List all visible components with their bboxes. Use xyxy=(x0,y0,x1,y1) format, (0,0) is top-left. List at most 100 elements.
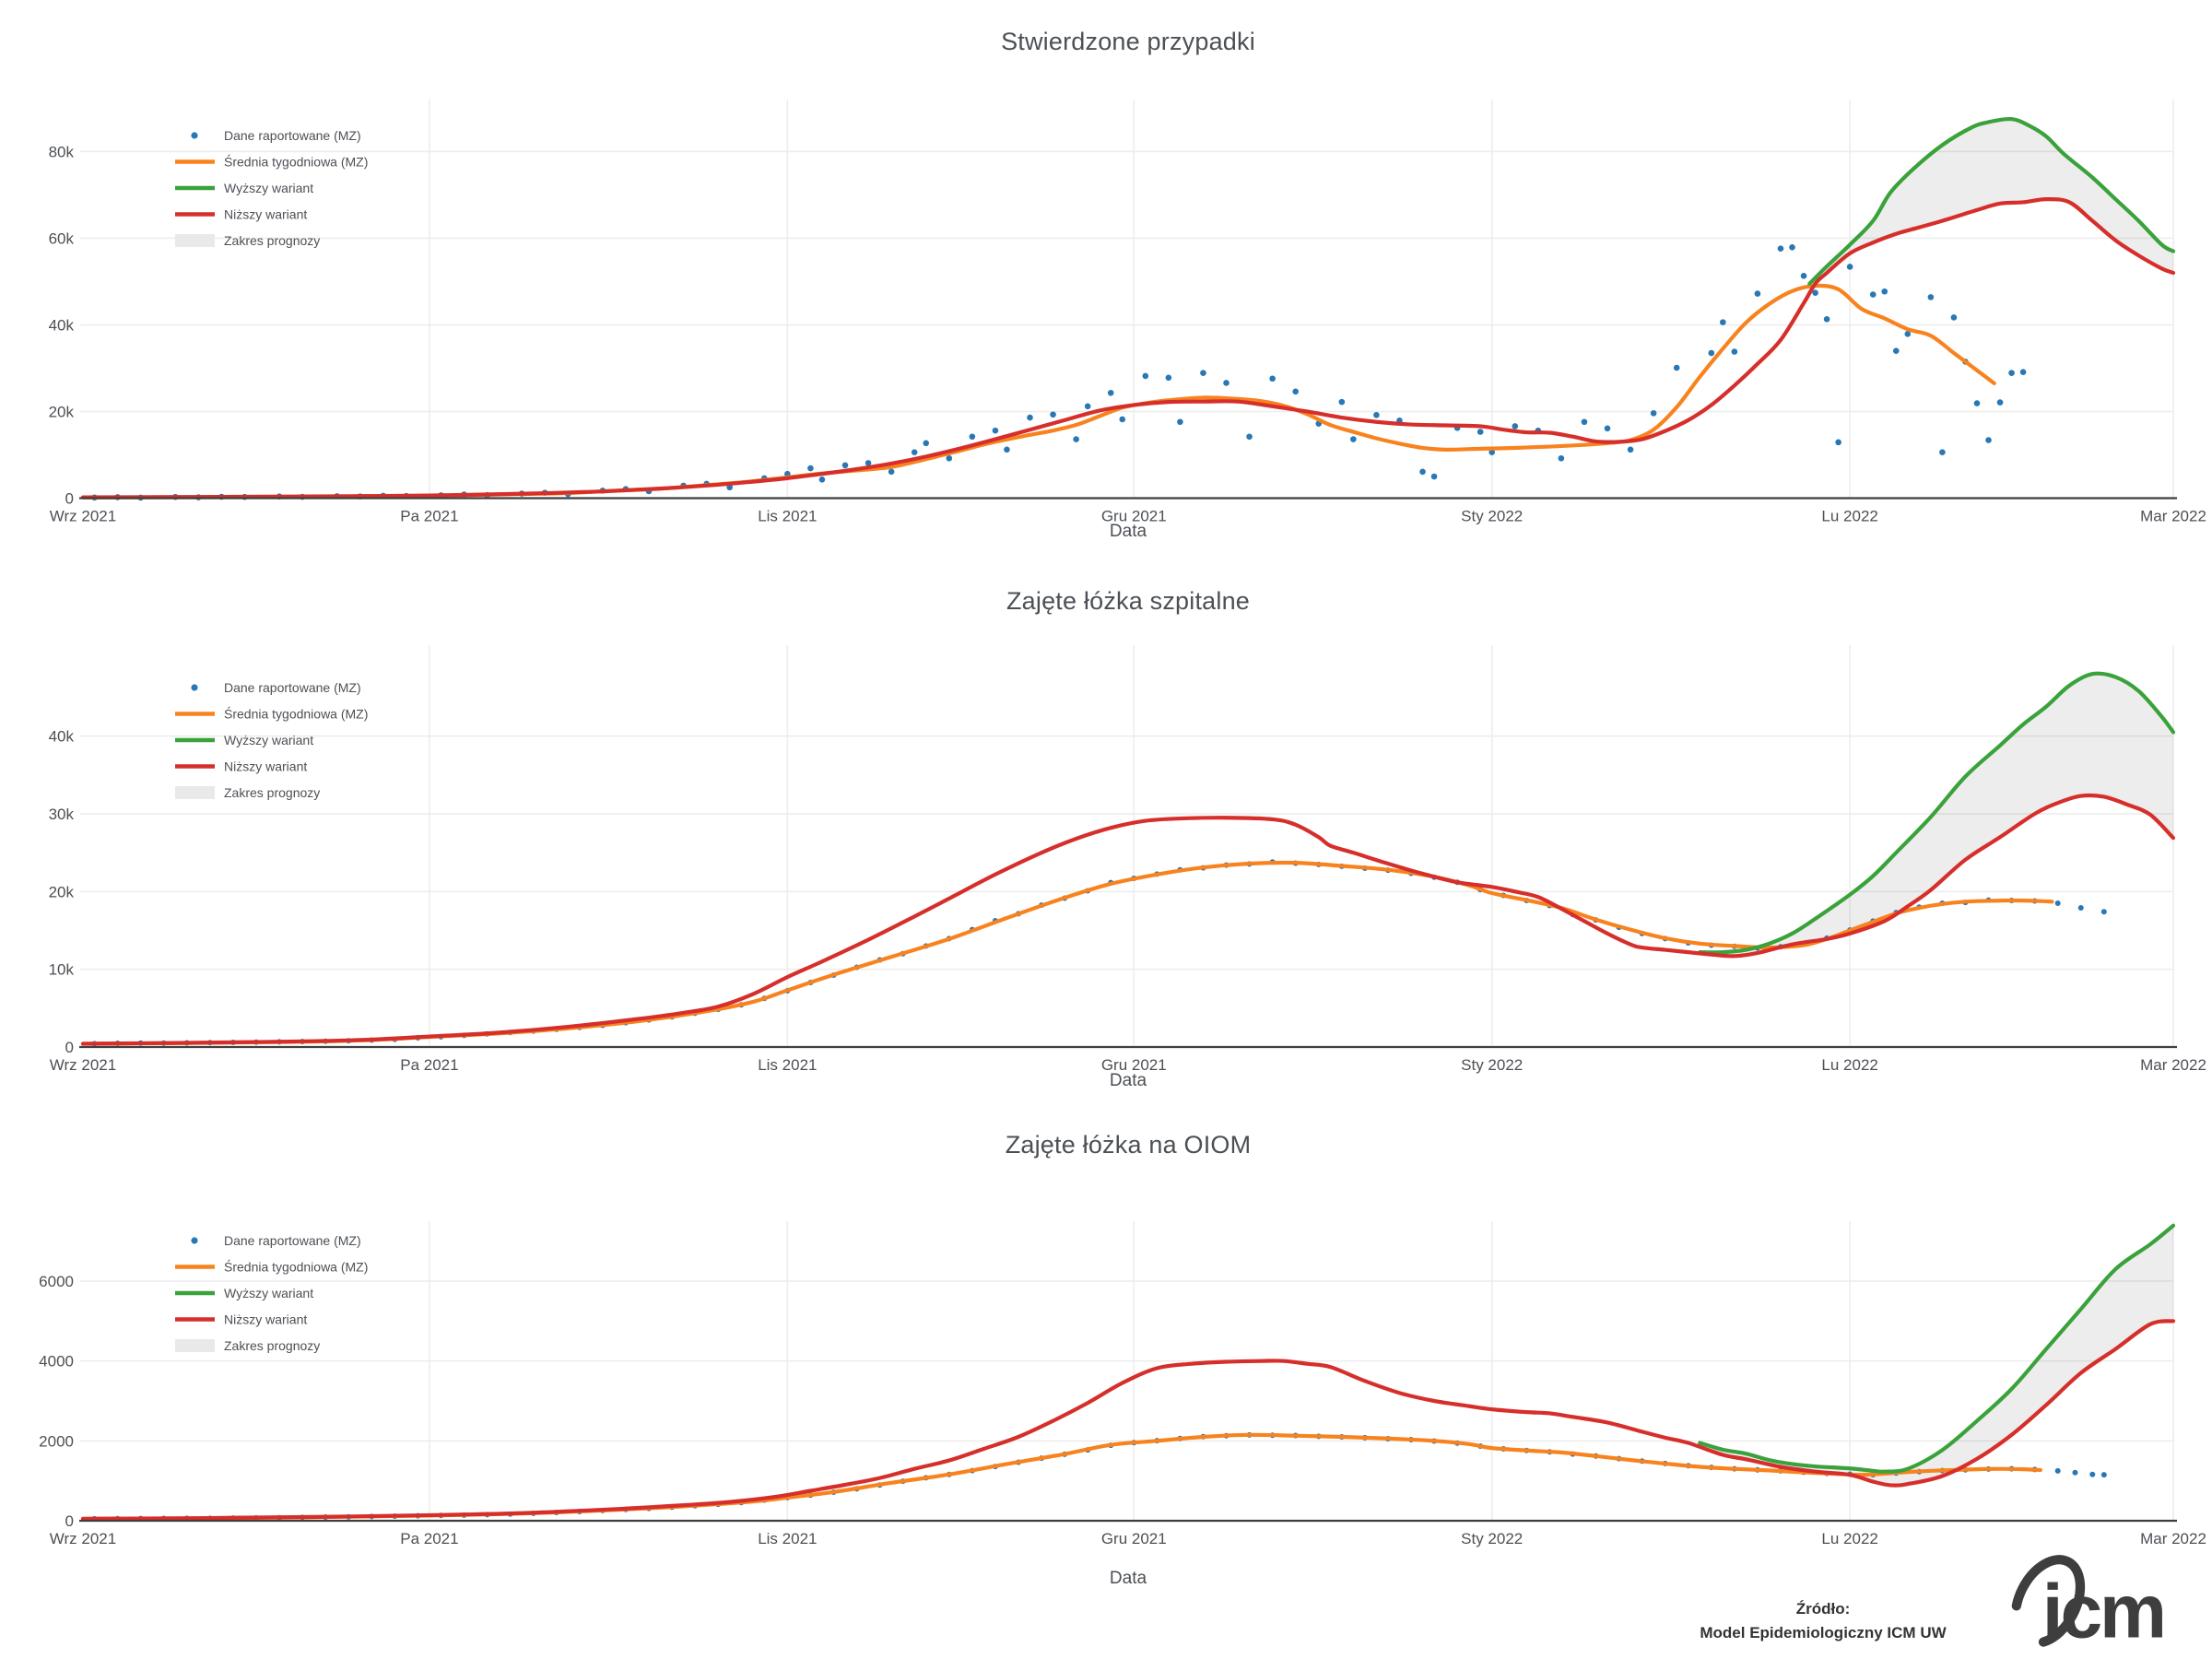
legend-item-4[interactable]: Zakres prognozy xyxy=(175,233,320,248)
legend-item-0[interactable]: Dane raportowane (MZ) xyxy=(191,1233,361,1248)
reported-dot xyxy=(888,468,895,476)
legend-item-0[interactable]: Dane raportowane (MZ) xyxy=(191,680,361,695)
y-tick-label: 2000 xyxy=(39,1432,74,1450)
x-tick-label: Lis 2021 xyxy=(758,1530,817,1547)
forecast-range-band xyxy=(1809,119,2173,284)
reported-dot xyxy=(1073,436,1079,442)
reported-dot xyxy=(1754,290,1761,297)
reported-dot xyxy=(1777,245,1784,253)
lower-variant-line xyxy=(80,1319,2176,1521)
legend-item-1[interactable]: Średnia tygodniowa (MZ) xyxy=(175,154,368,170)
reported-dot xyxy=(1731,348,1738,355)
reported-dot xyxy=(1084,403,1091,410)
reported-data-dots xyxy=(91,244,2027,501)
x-tick-label: Pa 2021 xyxy=(400,508,458,525)
x-axis-title-2: Data xyxy=(1109,1071,1147,1090)
reported-dot xyxy=(1892,347,1900,354)
legend-item-label: Średnia tygodniowa (MZ) xyxy=(224,154,368,170)
reported-dot xyxy=(1789,244,1795,251)
reported-dot xyxy=(1027,414,1033,421)
x-tick-label: Lu 2022 xyxy=(1821,1056,1877,1074)
reported-dot xyxy=(969,433,976,441)
y-tick-label: 4000 xyxy=(39,1353,74,1371)
legend: Dane raportowane (MZ) Średnia tygodniowa … xyxy=(175,1233,368,1353)
x-tick-label: Gru 2021 xyxy=(1101,1056,1167,1074)
higher-variant-line xyxy=(1698,1223,2176,1474)
legend-item-1[interactable]: Średnia tygodniowa (MZ) xyxy=(175,706,368,722)
reported-dot xyxy=(1512,423,1519,429)
reported-dot xyxy=(1373,411,1380,418)
chart-icu-beds: Wrz 2021 Pa 2021 Lis 2021 Gru 2021 Sty 2022 L… xyxy=(39,1221,2206,1547)
reported-dot xyxy=(1823,316,1830,323)
reported-dot xyxy=(1004,446,1010,453)
reported-dot xyxy=(1673,364,1680,371)
reported-dot xyxy=(2008,370,2015,376)
lower-variant-line xyxy=(80,793,2176,1046)
x-tick-label: Lis 2021 xyxy=(758,1056,817,1074)
reported-dot xyxy=(1650,410,1657,417)
legend-item-label: Niższy wariant xyxy=(224,207,307,222)
forecast-range-band xyxy=(1700,1225,2173,1486)
legend-dot-marker xyxy=(191,132,198,139)
legend: Dane raportowane (MZ) Średnia tygodniowa … xyxy=(175,128,368,248)
legend-item-4[interactable]: Zakres prognozy xyxy=(175,785,320,800)
legend-item-1[interactable]: Średnia tygodniowa (MZ) xyxy=(175,1259,368,1275)
reported-dot xyxy=(1246,433,1253,441)
chart-confirmed-cases: Wrz 2021 Pa 2021 Lis 2021 Gru 2021 Sty 2022 L… xyxy=(49,100,2206,525)
y-tick-label: 20k xyxy=(49,883,75,900)
reported-dot xyxy=(1338,398,1346,406)
legend-item-2[interactable]: Wyższy wariant xyxy=(175,181,313,195)
legend-item-0[interactable]: Dane raportowane (MZ) xyxy=(191,128,361,143)
legend-item-label: Zakres prognozy xyxy=(224,1338,320,1353)
reported-dot xyxy=(1973,400,1981,406)
reported-dot xyxy=(2054,900,2061,906)
legend-item-3[interactable]: Niższy wariant xyxy=(175,759,307,774)
legend-item-label: Zakres prognozy xyxy=(224,785,320,800)
weekly-average-line xyxy=(80,860,2054,1046)
higher-variant-line xyxy=(1807,116,2176,286)
reported-dot xyxy=(1835,439,1841,446)
x-tick-label: Sty 2022 xyxy=(1461,508,1523,525)
legend-item-label: Dane raportowane (MZ) xyxy=(224,128,361,143)
reported-dot xyxy=(1627,446,1634,453)
reported-dot xyxy=(1292,388,1299,395)
reported-dot xyxy=(1927,294,1935,300)
reported-dot xyxy=(911,449,918,455)
reported-dot xyxy=(1350,436,1357,442)
forecast-range-band xyxy=(1700,674,2173,957)
legend-dot-marker xyxy=(191,1237,198,1244)
icm-logo-text: icm xyxy=(2042,1570,2164,1653)
reported-dot xyxy=(1177,418,1183,426)
y-tick-label: 30k xyxy=(49,806,75,823)
reported-dot xyxy=(1604,425,1611,432)
source-model: Model Epidemiologiczny ICM UW xyxy=(1700,1623,1947,1641)
legend-item-4[interactable]: Zakres prognozy xyxy=(175,1338,320,1353)
reported-dot xyxy=(1200,370,1206,376)
reported-dot xyxy=(1950,314,1958,321)
reported-dot xyxy=(946,454,953,462)
reported-dot xyxy=(1985,437,1992,443)
y-tick-label: 80k xyxy=(49,143,75,160)
legend-item-3[interactable]: Niższy wariant xyxy=(175,207,307,222)
x-tick-label: Lu 2022 xyxy=(1821,1530,1877,1547)
reported-dot xyxy=(1165,374,1172,382)
source-note: Źródło: Model Epidemiologiczny ICM UW xyxy=(1547,1597,2100,1644)
reported-dot xyxy=(1223,380,1230,386)
reported-dot xyxy=(818,476,826,483)
legend-band-marker xyxy=(175,786,215,799)
legend-item-2[interactable]: Wyższy wariant xyxy=(175,1286,313,1300)
reported-dot xyxy=(1107,389,1114,396)
weekly-average-line xyxy=(80,283,1996,500)
reported-dot xyxy=(2019,369,2027,375)
legend-item-3[interactable]: Niższy wariant xyxy=(175,1312,307,1327)
x-tick-label: Mar 2022 xyxy=(2140,508,2206,525)
legend-item-2[interactable]: Wyższy wariant xyxy=(175,733,313,747)
reported-dot xyxy=(1812,289,1818,296)
chart-hospital-beds: Wrz 2021 Pa 2021 Lis 2021 Gru 2021 Sty 2022 L… xyxy=(49,645,2206,1074)
x-tick-label: Sty 2022 xyxy=(1461,1530,1523,1547)
legend-item-label: Dane raportowane (MZ) xyxy=(224,1233,361,1248)
legend: Dane raportowane (MZ) Średnia tygodniowa … xyxy=(175,680,368,800)
reported-dot xyxy=(1119,416,1126,423)
reported-dot xyxy=(2089,1471,2096,1477)
